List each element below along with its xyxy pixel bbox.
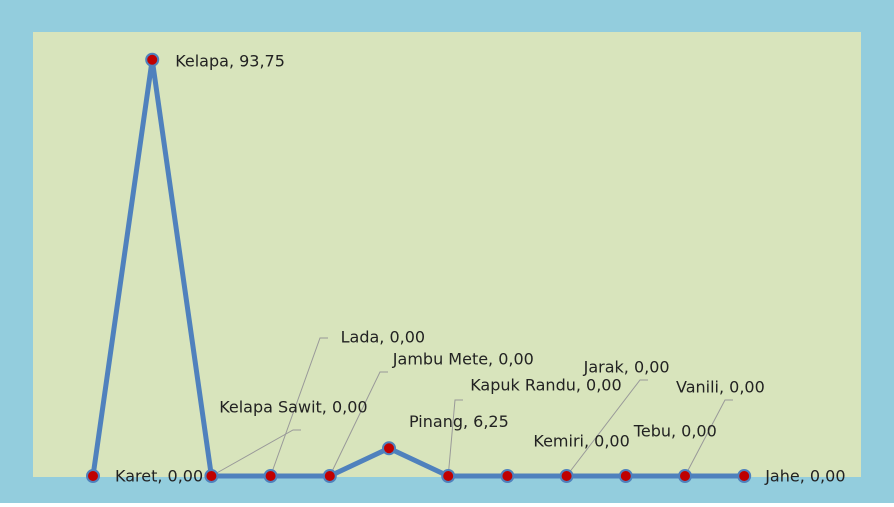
data-label: Tebu, 0,00 <box>633 422 717 441</box>
leader-line <box>566 379 648 477</box>
data-label: Lada, 0,00 <box>341 328 425 347</box>
marker <box>559 469 574 483</box>
data-label: Jambu Mete, 0,00 <box>392 350 534 369</box>
marker <box>145 52 160 67</box>
data-label: Kelapa Sawit, 0,00 <box>219 398 367 417</box>
data-label: Jarak, 0,00 <box>583 358 670 377</box>
marker <box>86 469 100 483</box>
leader-line <box>447 399 463 477</box>
marker <box>441 469 456 483</box>
data-label: Kemiri, 0,00 <box>533 432 629 451</box>
marker <box>382 441 396 456</box>
leader-line <box>684 399 733 477</box>
marker <box>737 469 752 483</box>
marker <box>263 469 278 483</box>
data-label: Kapuk Randu, 0,00 <box>470 376 621 395</box>
marker <box>500 469 515 483</box>
leader-line <box>270 337 328 477</box>
leader-line <box>329 371 388 477</box>
data-label: Pinang, 6,25 <box>409 412 509 431</box>
leader-line <box>211 429 301 477</box>
data-label: Kelapa, 93,75 <box>175 51 285 70</box>
data-label: Jahe, 0,00 <box>764 467 845 486</box>
marker <box>322 469 337 483</box>
marker <box>618 469 633 483</box>
marker <box>204 469 219 483</box>
line-series <box>90 59 745 479</box>
marker <box>678 469 692 483</box>
data-label: Vanili, 0,00 <box>676 378 765 397</box>
data-label: Karet, 0,00 <box>115 467 203 486</box>
